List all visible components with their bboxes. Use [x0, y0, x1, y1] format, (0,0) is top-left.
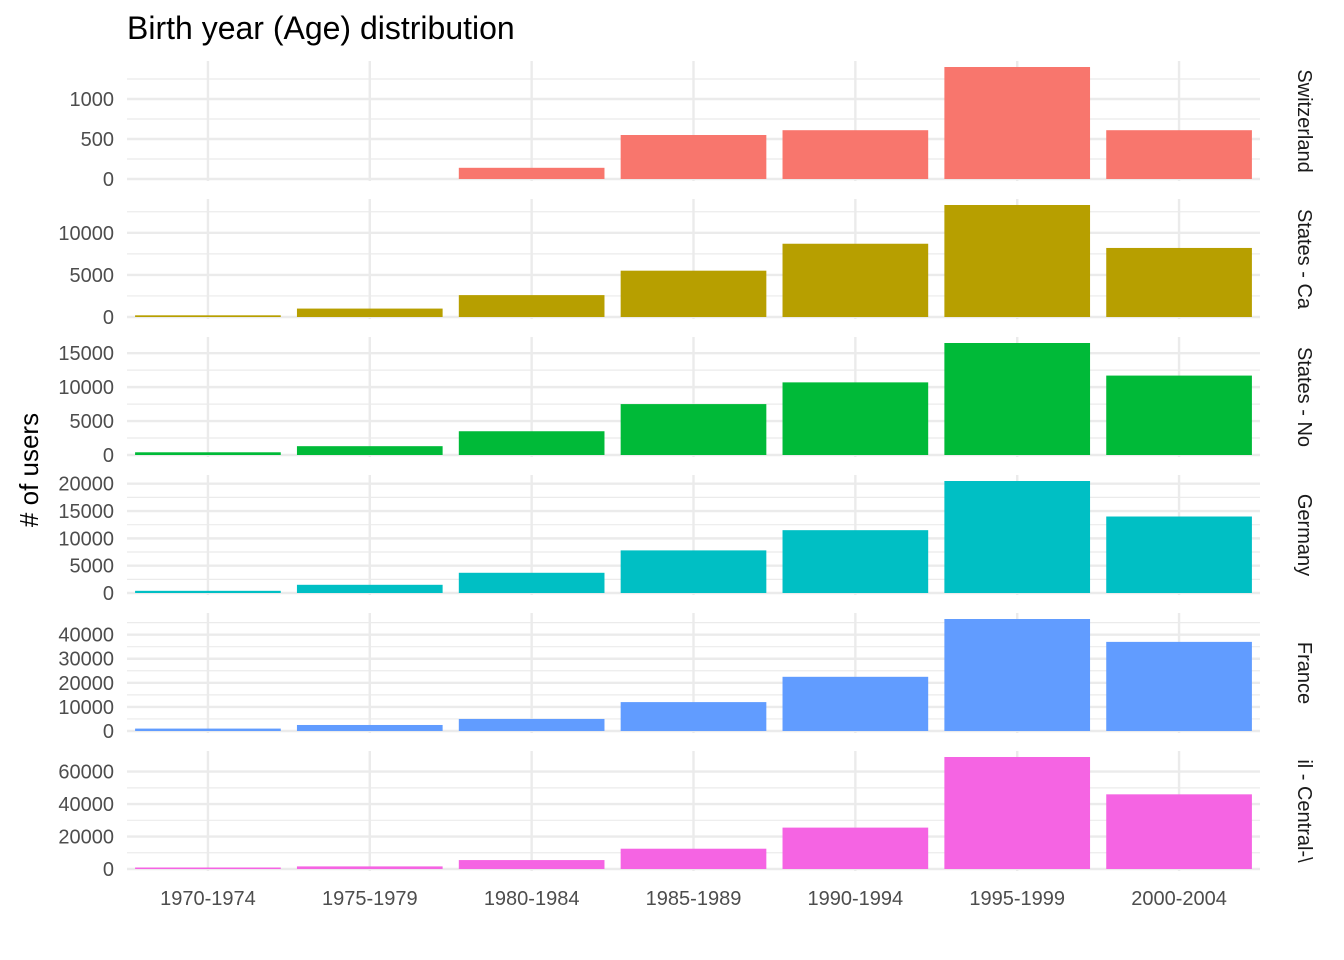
- bar: [1106, 794, 1252, 869]
- y-tick-label: 60000: [58, 762, 114, 784]
- facet-strip-label: France: [1293, 642, 1315, 704]
- bar: [1106, 516, 1252, 593]
- x-axis: 1970-1974 1975-1979 1980-1984 1985-1989 1990…: [160, 888, 1227, 910]
- facet-panel: 0 5000 10000 States - Ca: [58, 199, 1315, 329]
- bar: [135, 590, 281, 593]
- facet-strip-label: Switzerland: [1293, 69, 1315, 172]
- y-tick-label: 0: [103, 721, 114, 743]
- bar: [296, 308, 443, 317]
- bar: [944, 205, 1091, 317]
- y-tick-label: 0: [103, 169, 114, 191]
- y-tick-label: 20000: [58, 673, 114, 695]
- y-tick-label: 5000: [70, 556, 115, 578]
- bar: [782, 676, 929, 731]
- bar: [135, 728, 281, 731]
- bar: [620, 404, 767, 455]
- bar: [620, 135, 767, 179]
- bar: [1106, 247, 1252, 317]
- bar: [620, 270, 767, 317]
- facet-strip-label: States - Ca: [1293, 209, 1315, 310]
- bar: [1106, 130, 1252, 179]
- y-tick-label: 0: [103, 583, 114, 605]
- bar: [944, 67, 1091, 179]
- bar: [135, 452, 281, 455]
- y-tick-label: 20000: [58, 474, 114, 496]
- bar: [1106, 375, 1252, 455]
- y-tick-label: 10000: [58, 528, 114, 550]
- bar: [458, 167, 605, 179]
- bar: [458, 860, 605, 869]
- facet-panels: 0 500 1000 Switzerland 0 5000 10000 States - Ca…: [58, 61, 1315, 881]
- bar: [782, 827, 929, 869]
- bar: [296, 584, 443, 593]
- bar: [620, 848, 767, 869]
- bar: [458, 718, 605, 731]
- facet-panel: 0 5000 10000 15000 States - No: [58, 337, 1315, 467]
- facet-strip-label: States - No: [1293, 347, 1315, 447]
- y-tick-label: 10000: [58, 377, 114, 399]
- bar: [135, 867, 281, 869]
- bar: [782, 130, 929, 179]
- y-tick-label: 40000: [58, 794, 114, 816]
- x-tick-label: 1970-1974: [160, 888, 256, 910]
- y-tick-label: 500: [81, 129, 114, 151]
- bar: [135, 315, 281, 317]
- chart-title: Birth year (Age) distribution: [127, 10, 515, 46]
- bar: [458, 572, 605, 593]
- y-tick-label: 10000: [58, 697, 114, 719]
- bar: [296, 724, 443, 731]
- y-tick-label: 30000: [58, 649, 114, 671]
- x-tick-label: 1980-1984: [484, 888, 580, 910]
- facet-strip-label: il - Central-\: [1293, 759, 1315, 863]
- bar: [944, 757, 1091, 869]
- y-tick-label: 15000: [58, 343, 114, 365]
- x-tick-label: 2000-2004: [1131, 888, 1227, 910]
- facet-strip-label: Germany: [1293, 494, 1315, 576]
- x-tick-label: 1985-1989: [646, 888, 742, 910]
- y-tick-label: 10000: [58, 223, 114, 245]
- bar: [944, 481, 1091, 593]
- x-tick-label: 1975-1979: [322, 888, 418, 910]
- bar: [620, 550, 767, 593]
- x-tick-label: 1995-1999: [969, 888, 1065, 910]
- y-tick-label: 0: [103, 859, 114, 881]
- bar: [782, 243, 929, 317]
- bar: [782, 530, 929, 593]
- bar: [458, 295, 605, 317]
- facet-panel: 0 20000 40000 60000 il - Central-\: [58, 751, 1315, 881]
- bar: [296, 866, 443, 869]
- y-tick-label: 0: [103, 307, 114, 329]
- y-tick-label: 0: [103, 445, 114, 467]
- bar: [944, 619, 1091, 731]
- y-axis-title: # of users: [14, 413, 44, 527]
- y-tick-label: 5000: [70, 265, 115, 287]
- bar: [296, 446, 443, 455]
- y-tick-label: 5000: [70, 411, 115, 433]
- bar: [782, 382, 929, 455]
- y-tick-label: 20000: [58, 827, 114, 849]
- facet-panel: 0 500 1000 Switzerland: [70, 61, 1315, 191]
- bar: [620, 702, 767, 731]
- y-tick-label: 15000: [58, 501, 114, 523]
- facet-panel: 0 5000 10000 15000 20000 Germany: [58, 474, 1315, 605]
- x-tick-label: 1990-1994: [808, 888, 904, 910]
- bar: [1106, 641, 1252, 731]
- bar: [944, 343, 1091, 455]
- y-tick-label: 1000: [70, 89, 115, 111]
- y-tick-label: 40000: [58, 625, 114, 647]
- bar: [458, 431, 605, 455]
